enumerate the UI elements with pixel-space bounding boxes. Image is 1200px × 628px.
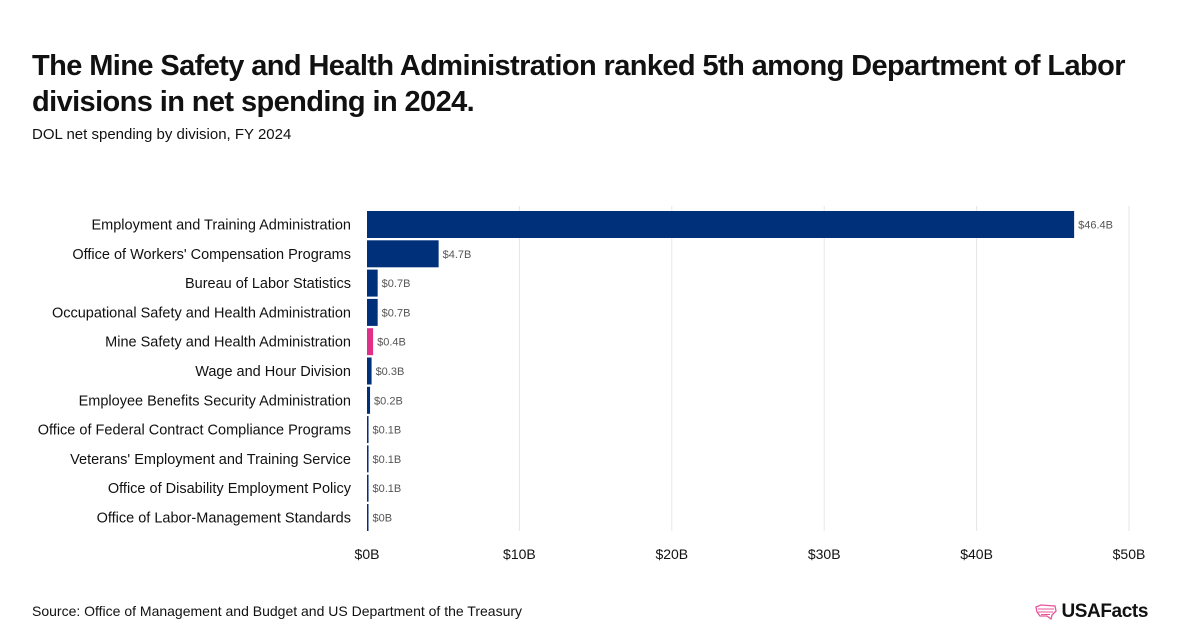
value-label: $4.7B [443,249,472,261]
value-label: $46.4B [1078,220,1113,232]
x-tick-label: $30B [808,546,841,562]
value-label: $0.3B [376,366,405,378]
category-label: Office of Workers' Compensation Programs [72,247,351,263]
gridlines [518,206,1130,531]
value-label: $0.7B [382,307,411,319]
category-label: Veterans' Employment and Training Servic… [70,452,351,468]
category-labels: Employment and Training Administration Of… [38,218,352,527]
bar [367,416,369,444]
bar [367,269,378,297]
bar [367,328,374,356]
bar [367,445,369,473]
value-labels: $46.4B $4.7B $0.7B $0.7B $0.4B $0.3B $0.2B $0.1… [373,220,1114,525]
x-axis-ticks: $0B $10B $20B $30B $40B $50B [355,546,1146,562]
bar [367,211,1075,238]
value-label: $0.4B [377,337,406,349]
logo-text: USAFacts [1061,601,1148,622]
value-label: $0.2B [374,395,403,407]
x-tick-label: $40B [960,546,993,562]
bar [367,298,378,326]
value-label: $0B [373,513,393,525]
chart-title: The Mine Safety and Health Administratio… [32,50,1126,118]
category-label: Occupational Safety and Health Administr… [52,305,351,321]
x-tick-label: $20B [655,546,688,562]
category-label: Wage and Hour Division [195,364,351,380]
bar [367,504,369,531]
chart-subtitle: DOL net spending by division, FY 2024 [32,126,292,143]
category-label: Office of Labor-Management Standards [97,511,351,527]
usafacts-logo[interactable]: USAFacts [1035,601,1148,623]
x-tick-label: $0B [355,546,380,562]
usa-map-icon [1035,604,1058,620]
category-label: Employee Benefits Security Administratio… [79,393,351,409]
value-label: $0.1B [373,483,402,495]
category-label: Bureau of Labor Statistics [185,276,351,292]
bar [367,474,369,502]
bar [367,386,371,414]
value-label: $0.1B [373,425,402,437]
source-note: Source: Office of Management and Budget … [32,603,523,619]
category-label: Employment and Training Administration [91,218,351,234]
bars [367,211,1075,531]
category-label: Office of Disability Employment Policy [108,481,352,497]
x-tick-label: $10B [503,546,536,562]
category-label: Office of Federal Contract Compliance Pr… [38,423,351,439]
bar [367,240,439,268]
value-label: $0.7B [382,278,411,290]
x-tick-label: $50B [1113,546,1146,562]
value-label: $0.1B [373,454,402,466]
bar [367,357,372,385]
category-label: Mine Safety and Health Administration [105,335,351,351]
